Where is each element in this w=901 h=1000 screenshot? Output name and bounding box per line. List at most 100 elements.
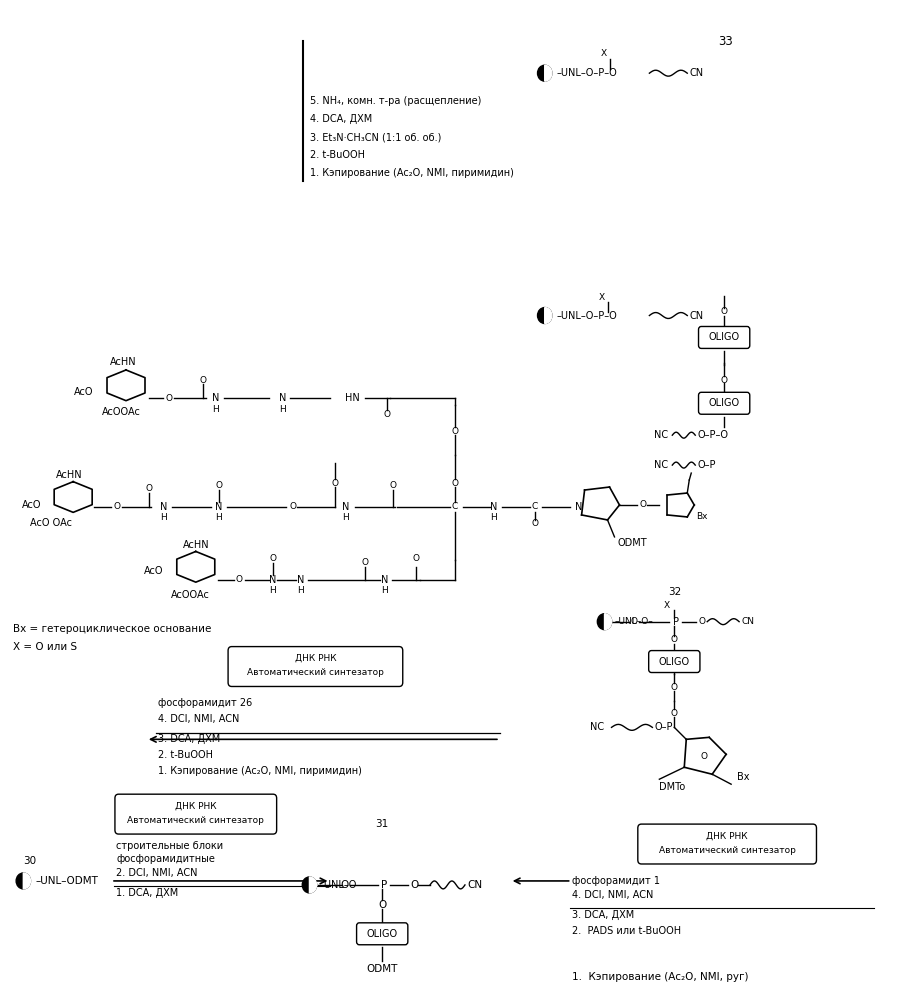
Text: P: P xyxy=(381,880,387,890)
FancyBboxPatch shape xyxy=(228,647,403,686)
Text: N: N xyxy=(296,575,305,585)
Text: O: O xyxy=(166,394,173,403)
Text: N: N xyxy=(212,393,220,403)
Text: 30: 30 xyxy=(23,856,36,866)
Text: H: H xyxy=(490,513,497,522)
Text: NC: NC xyxy=(654,460,669,470)
Wedge shape xyxy=(23,873,31,889)
Text: Bx: Bx xyxy=(737,772,750,782)
Text: 5. NH₄, комн. т-ра (расщепление): 5. NH₄, комн. т-ра (расщепление) xyxy=(311,96,482,106)
Text: –UNL–O–: –UNL–O– xyxy=(320,880,361,890)
Text: Автоматический синтезатор: Автоматический синтезатор xyxy=(127,816,264,825)
Text: CN: CN xyxy=(689,311,704,321)
Text: N: N xyxy=(380,575,388,585)
Text: O: O xyxy=(340,880,349,890)
Text: N: N xyxy=(215,502,223,512)
Text: P: P xyxy=(673,617,679,627)
Text: 1. Кэпирование (Ac₂O, NMI, пиримидин): 1. Кэпирование (Ac₂O, NMI, пиримидин) xyxy=(158,766,362,776)
Text: CN: CN xyxy=(689,68,704,78)
Text: 31: 31 xyxy=(376,819,389,829)
Text: O: O xyxy=(236,575,242,584)
Text: ODMT: ODMT xyxy=(617,538,647,548)
Text: O: O xyxy=(332,479,339,488)
Text: CN: CN xyxy=(742,617,754,626)
Text: OLIGO: OLIGO xyxy=(708,398,740,408)
Circle shape xyxy=(302,877,316,893)
Text: 32: 32 xyxy=(668,587,681,597)
Text: 2. t-BuOOH: 2. t-BuOOH xyxy=(158,750,213,760)
Text: N: N xyxy=(575,502,582,512)
Text: 2. DCI, NMI, ACN: 2. DCI, NMI, ACN xyxy=(116,868,197,878)
Text: H: H xyxy=(215,513,222,522)
Text: Bx: Bx xyxy=(696,512,708,521)
FancyBboxPatch shape xyxy=(638,824,816,864)
Text: O: O xyxy=(389,481,396,490)
Text: AcHN: AcHN xyxy=(110,357,136,367)
Circle shape xyxy=(16,873,31,889)
Text: CN: CN xyxy=(467,880,482,890)
Text: X: X xyxy=(663,601,669,610)
Wedge shape xyxy=(545,308,552,323)
Text: 4. DCI, NMI, ACN: 4. DCI, NMI, ACN xyxy=(158,714,240,724)
Text: 3. DCA, ДХМ: 3. DCA, ДХМ xyxy=(571,910,634,920)
Text: OLIGO: OLIGO xyxy=(367,929,397,939)
Text: O–P: O–P xyxy=(654,722,673,732)
Text: NC: NC xyxy=(654,430,669,440)
Text: 33: 33 xyxy=(718,35,733,48)
Text: O: O xyxy=(289,502,296,511)
Text: Автоматический синтезатор: Автоматический синтезатор xyxy=(247,668,384,677)
Text: X: X xyxy=(598,293,605,302)
Text: ДНК РНК: ДНК РНК xyxy=(175,802,216,811)
Text: O: O xyxy=(671,635,678,644)
Text: AcHN: AcHN xyxy=(56,470,83,480)
Text: 1. DCA, ДХМ: 1. DCA, ДХМ xyxy=(116,888,178,898)
Text: X: X xyxy=(600,49,606,58)
Text: AcOOAc: AcOOAc xyxy=(102,407,141,417)
Wedge shape xyxy=(309,877,316,893)
Text: H: H xyxy=(279,405,286,414)
Text: O: O xyxy=(640,500,646,509)
Text: O: O xyxy=(532,519,538,528)
Text: OLIGO: OLIGO xyxy=(659,657,690,667)
Text: O: O xyxy=(698,617,705,626)
Text: строительные блоки: строительные блоки xyxy=(116,841,223,851)
Text: AcHN: AcHN xyxy=(183,540,209,550)
Text: 3. DCA, ДХМ: 3. DCA, ДХМ xyxy=(158,734,220,744)
FancyBboxPatch shape xyxy=(649,651,700,673)
Text: 4. DCA, ДХМ: 4. DCA, ДХМ xyxy=(311,114,373,124)
Text: ДНК РНК: ДНК РНК xyxy=(295,654,336,663)
Text: AcO OAc: AcO OAc xyxy=(31,518,72,528)
FancyBboxPatch shape xyxy=(698,392,750,414)
Text: H: H xyxy=(269,586,276,595)
Text: OLIGO: OLIGO xyxy=(708,332,740,342)
Text: AcO: AcO xyxy=(22,500,41,510)
Text: AcO: AcO xyxy=(144,566,164,576)
Text: O–P: O–P xyxy=(697,460,715,470)
Text: –UNL–O–P–O: –UNL–O–P–O xyxy=(557,311,617,321)
Text: C: C xyxy=(532,502,538,511)
Text: AcOOAc: AcOOAc xyxy=(171,590,210,600)
Wedge shape xyxy=(545,65,552,81)
Text: N: N xyxy=(268,575,277,585)
Text: O: O xyxy=(631,617,637,626)
Text: O: O xyxy=(701,752,707,761)
Text: O: O xyxy=(671,709,678,718)
Text: 1.  Кэпирование (Ac₂O, NMI, руг): 1. Кэпирование (Ac₂O, NMI, руг) xyxy=(571,972,748,982)
Text: O: O xyxy=(721,307,728,316)
Text: O: O xyxy=(721,376,728,385)
Text: DMTo: DMTo xyxy=(660,782,686,792)
Text: фосфорамидит 26: фосфорамидит 26 xyxy=(158,698,252,708)
Wedge shape xyxy=(605,614,612,630)
Text: O: O xyxy=(113,502,120,511)
Text: O: O xyxy=(362,558,369,567)
Text: ДНК РНК: ДНК РНК xyxy=(706,832,748,841)
Text: H: H xyxy=(297,586,304,595)
Text: O: O xyxy=(384,410,391,419)
Text: O: O xyxy=(410,880,418,890)
Text: H: H xyxy=(342,513,349,522)
Circle shape xyxy=(538,65,552,81)
Text: фосфорамидит 1: фосфорамидит 1 xyxy=(571,876,660,886)
FancyBboxPatch shape xyxy=(698,326,750,348)
Text: N: N xyxy=(341,502,349,512)
Text: –UNL–O–: –UNL–O– xyxy=(614,617,653,626)
